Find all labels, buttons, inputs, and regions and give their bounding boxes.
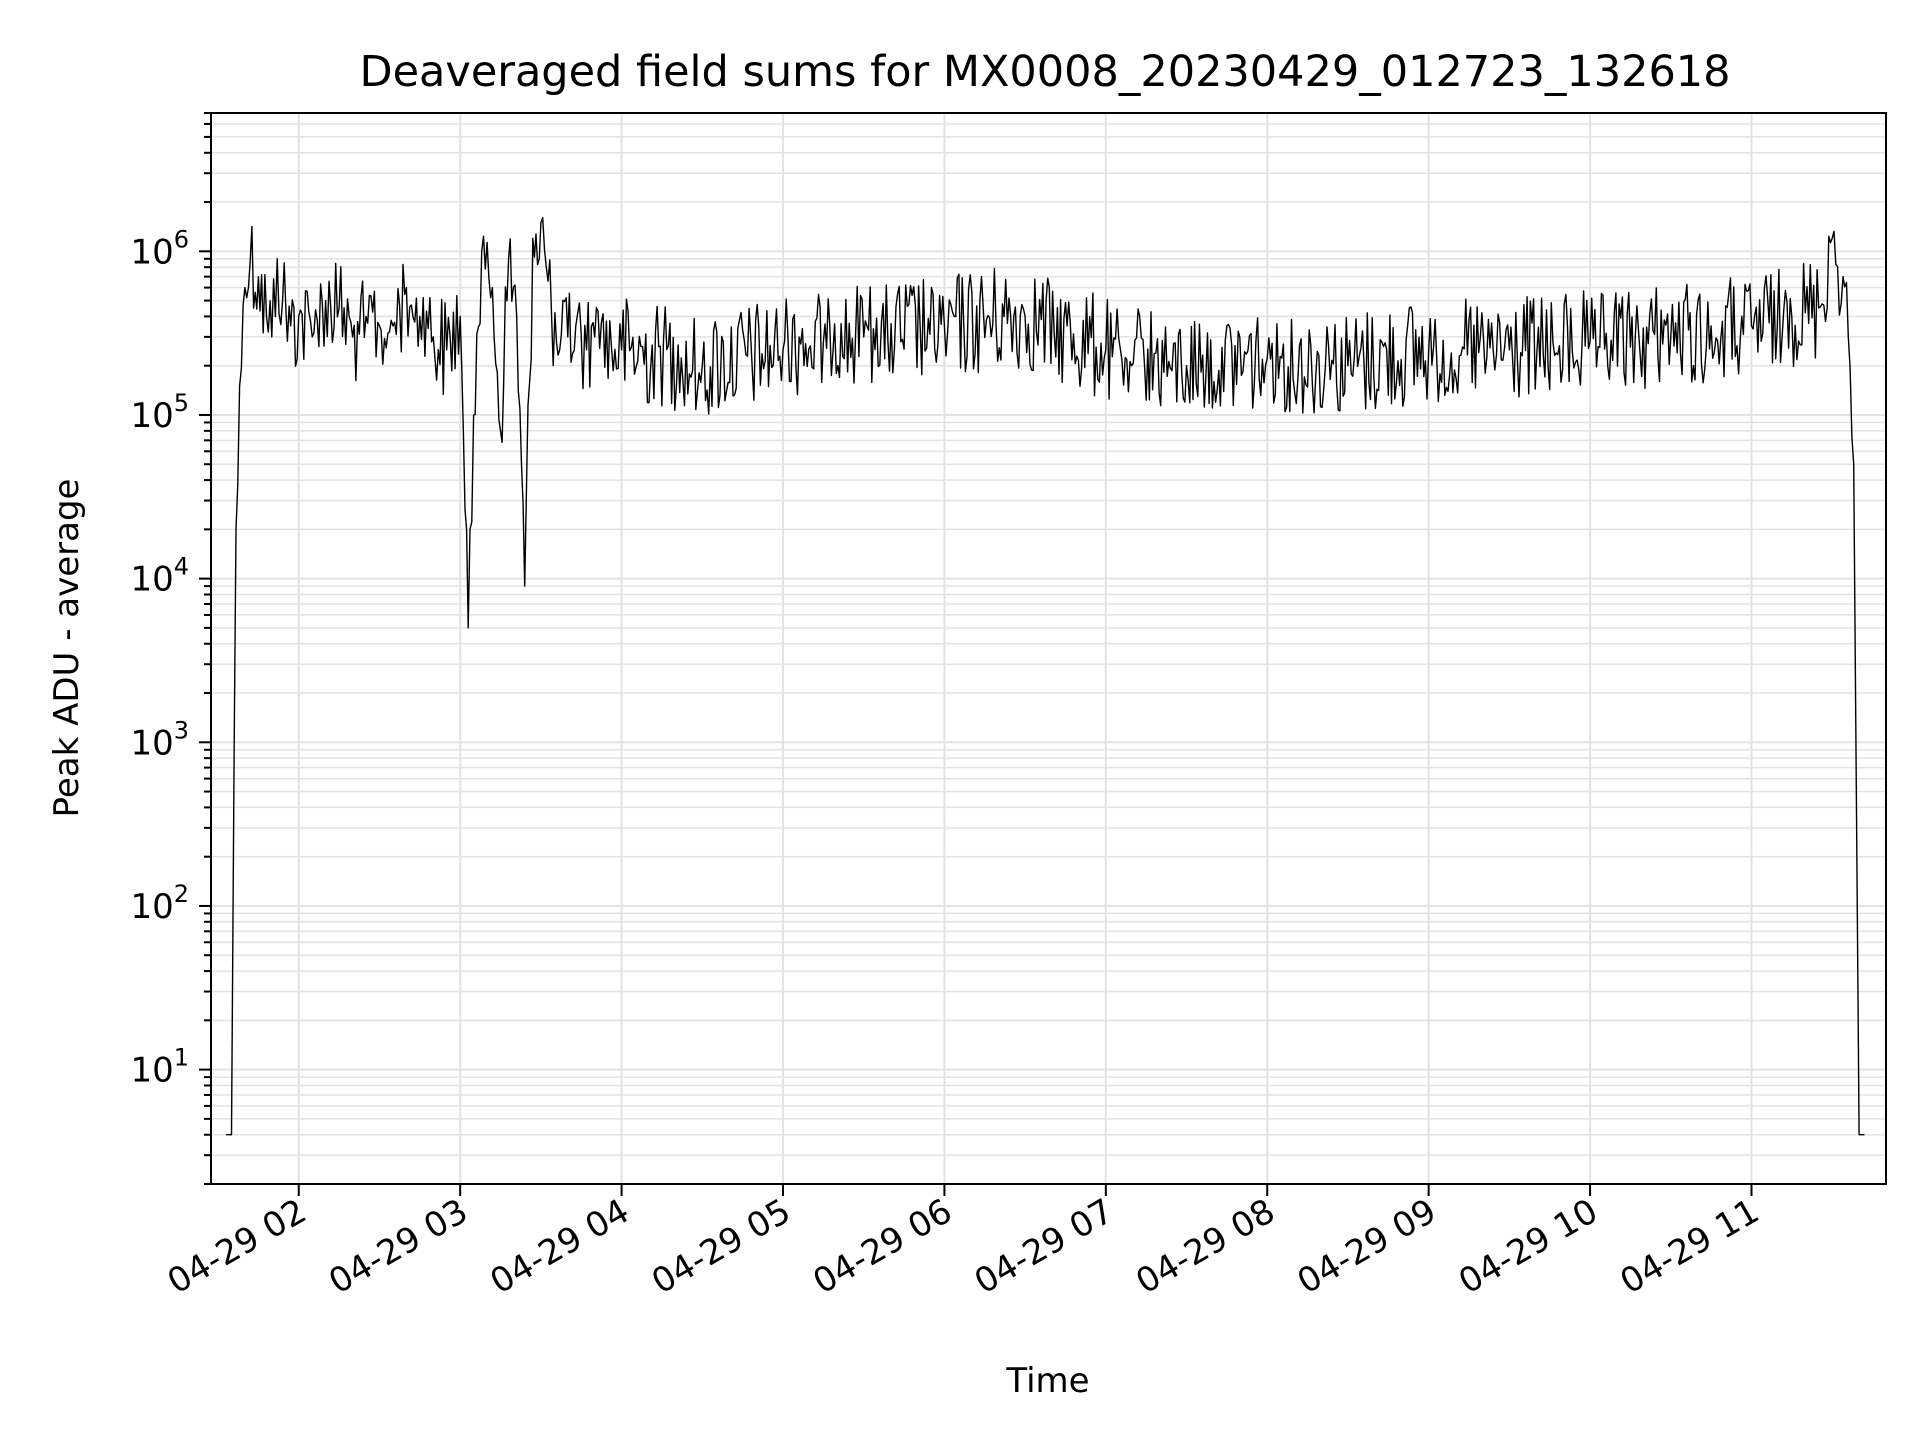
- grid: [211, 112, 1886, 1185]
- y-tick-label: 104: [130, 553, 189, 600]
- y-tick-label: 105: [130, 389, 189, 436]
- plot-area: [226, 216, 1865, 1136]
- y-tick-label: 103: [130, 716, 189, 763]
- data-line: [226, 216, 1865, 1136]
- y-tick-label: 101: [130, 1044, 189, 1091]
- plot-frame: [210, 112, 1887, 1185]
- y-axis: 101 102 103 104 105 106: [130, 112, 211, 1185]
- y-tick-label: 106: [130, 225, 189, 272]
- y-axis-label: Peak ADU - average: [47, 479, 87, 818]
- y-tick-label: 102: [130, 880, 189, 927]
- chart-title: Deaveraged field sums for MX0008_2023042…: [359, 47, 1730, 97]
- x-axis-label: Time: [1005, 1361, 1089, 1401]
